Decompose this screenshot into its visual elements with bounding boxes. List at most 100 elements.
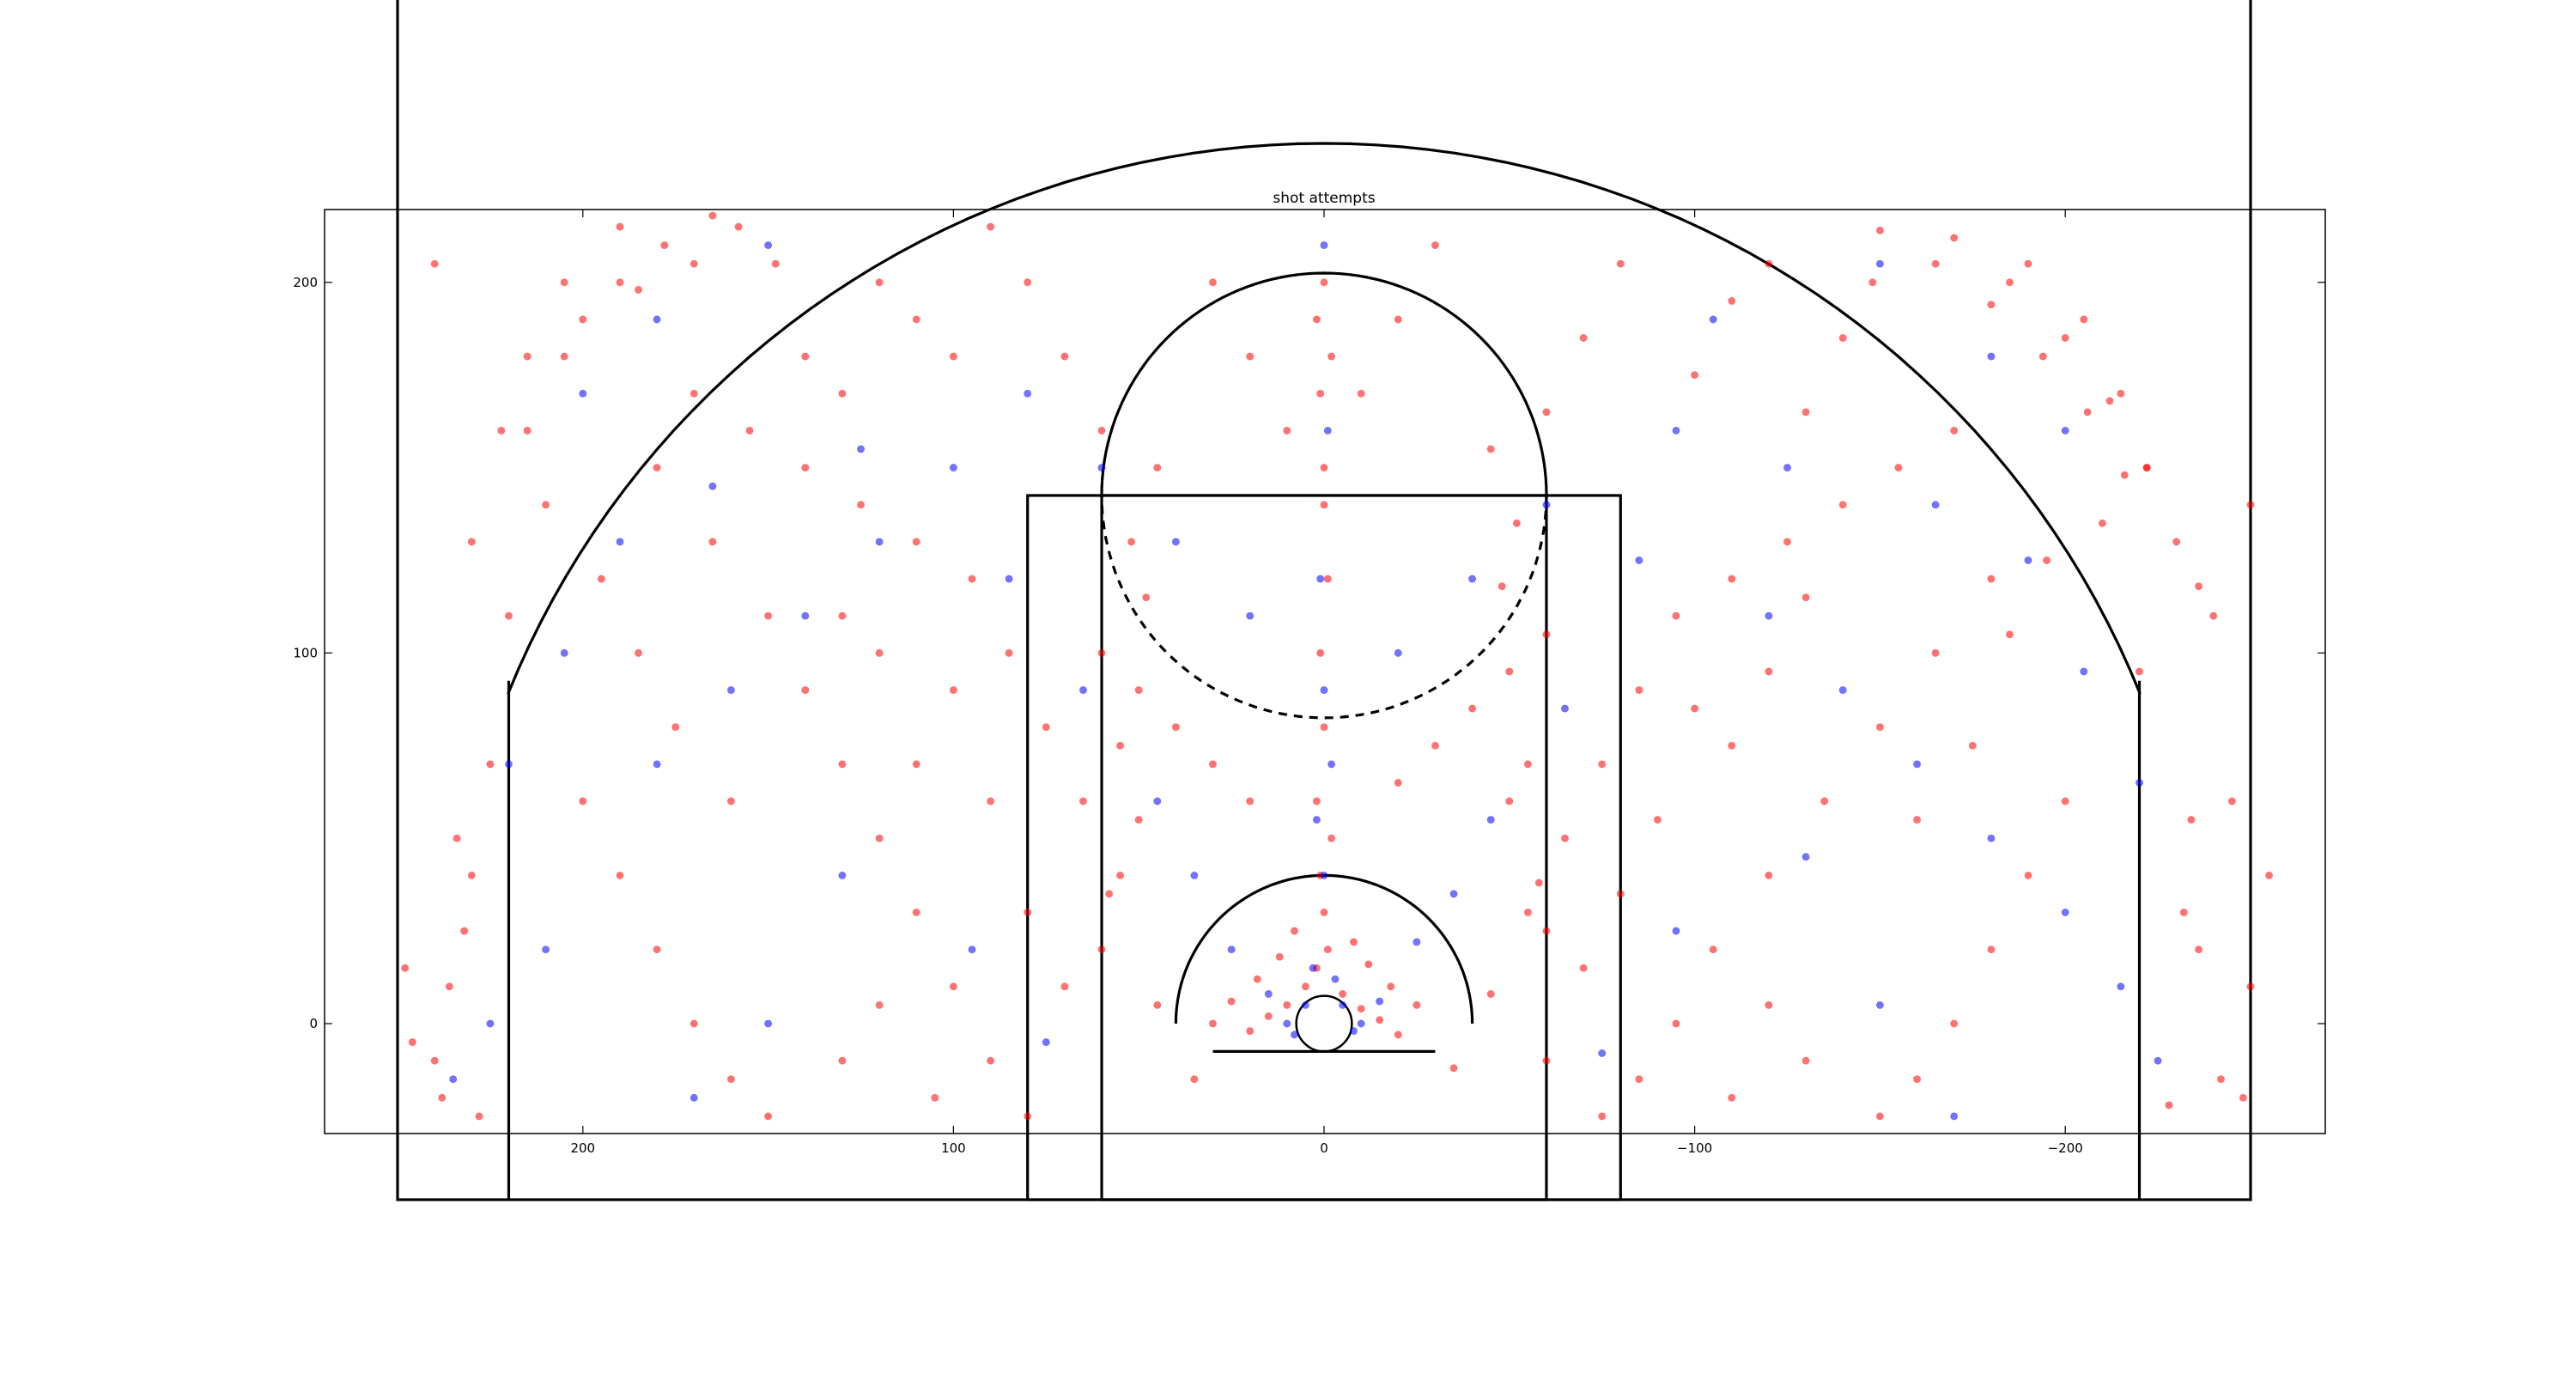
shot-point bbox=[523, 352, 532, 361]
shot-point bbox=[1246, 611, 1255, 620]
shot-point bbox=[1468, 704, 1477, 713]
shot-point bbox=[449, 1075, 458, 1084]
shot-point bbox=[1838, 333, 1847, 342]
shot-point bbox=[1042, 1038, 1050, 1047]
shot-point bbox=[1190, 1075, 1199, 1084]
shot-point bbox=[2246, 501, 2255, 509]
shot-point bbox=[1134, 686, 1143, 695]
shot-point bbox=[616, 222, 624, 231]
shot-point bbox=[1542, 927, 1551, 935]
shot-point bbox=[1171, 723, 1180, 732]
shot-point bbox=[1209, 760, 1218, 769]
shot-point bbox=[1709, 945, 1717, 954]
shot-point bbox=[1987, 834, 1996, 842]
shot-point bbox=[987, 797, 995, 806]
shot-point bbox=[1209, 278, 1218, 287]
shot-point bbox=[1505, 667, 1514, 676]
shot-point bbox=[1950, 426, 1959, 435]
shot-point bbox=[1783, 464, 1792, 472]
x-tick-label: −100 bbox=[1677, 1140, 1712, 1156]
x-tick-label: 0 bbox=[1320, 1140, 1328, 1156]
shot-point bbox=[653, 945, 661, 954]
shot-point bbox=[453, 834, 461, 842]
shot-point bbox=[2080, 315, 2088, 324]
shot-point bbox=[875, 1000, 884, 1009]
shot-point bbox=[1246, 352, 1255, 361]
shot-point bbox=[1024, 1112, 1032, 1121]
y-axis-ticks: 4003002001000 bbox=[293, 275, 2325, 1031]
shot-point bbox=[838, 389, 847, 398]
shot-point bbox=[1486, 816, 1495, 824]
shot-point bbox=[1653, 816, 1662, 824]
shot-point bbox=[1931, 501, 1940, 509]
shot-point bbox=[1523, 909, 1532, 917]
shot-point bbox=[1987, 301, 1996, 309]
shot-point bbox=[708, 538, 717, 546]
court-lines bbox=[396, 0, 2252, 1201]
shot-point bbox=[460, 927, 469, 935]
shot-point bbox=[912, 909, 920, 917]
shot-point bbox=[1523, 760, 1532, 769]
shot-point bbox=[2105, 397, 2114, 405]
shot-point bbox=[1079, 797, 1088, 806]
shot-point bbox=[690, 389, 698, 398]
shot-point bbox=[1875, 226, 1884, 234]
shot-point bbox=[1387, 982, 1395, 991]
shot-point bbox=[2142, 464, 2151, 472]
shot-point bbox=[1079, 686, 1088, 695]
shot-point bbox=[1542, 1056, 1551, 1065]
shot-point bbox=[949, 464, 957, 472]
shot-point bbox=[1134, 816, 1143, 824]
shot-point bbox=[1486, 990, 1495, 999]
outer-court-lines bbox=[396, 0, 2252, 1201]
shot-point bbox=[1950, 1019, 1959, 1028]
shot-point bbox=[1246, 797, 1255, 806]
shot-point bbox=[1413, 1000, 1421, 1009]
shot-point bbox=[430, 1056, 439, 1065]
shot-point bbox=[856, 445, 865, 453]
chart-title: shot attempts bbox=[1273, 190, 1375, 207]
shot-point bbox=[1542, 408, 1551, 416]
shot-point bbox=[1672, 1019, 1680, 1028]
shot-point bbox=[1171, 538, 1180, 546]
shot-point bbox=[1320, 723, 1328, 732]
shot-point bbox=[475, 1112, 483, 1121]
shot-point bbox=[1765, 259, 1773, 268]
shot-point bbox=[1227, 997, 1236, 1006]
shot-point bbox=[523, 426, 532, 435]
shot-point bbox=[1820, 797, 1829, 806]
shot-point bbox=[1024, 278, 1032, 287]
shot-point bbox=[2195, 582, 2203, 591]
shot-point bbox=[579, 797, 587, 806]
shot-point bbox=[1449, 890, 1458, 898]
shot-point bbox=[1691, 704, 1699, 713]
shot-point bbox=[1127, 538, 1136, 546]
shot-point bbox=[1364, 960, 1373, 969]
shot-point bbox=[912, 760, 920, 769]
shot-point bbox=[1838, 686, 1847, 695]
shot-point bbox=[801, 686, 810, 695]
shot-point bbox=[838, 871, 847, 879]
shot-point bbox=[1301, 1000, 1309, 1009]
outer-paint-box bbox=[1026, 494, 1622, 1201]
shot-point bbox=[875, 278, 884, 287]
shot-point bbox=[912, 315, 920, 324]
shot-point bbox=[987, 1056, 995, 1065]
shot-point bbox=[1616, 890, 1625, 898]
shot-point bbox=[1801, 853, 1810, 861]
shot-point bbox=[1765, 611, 1773, 620]
shot-point bbox=[745, 426, 754, 435]
shot-point bbox=[1227, 945, 1236, 954]
shot-point bbox=[579, 389, 587, 398]
shot-point bbox=[801, 352, 810, 361]
shot-point bbox=[1320, 278, 1328, 287]
shot-point bbox=[660, 241, 669, 250]
shot-point bbox=[1005, 575, 1013, 583]
shot-point bbox=[1350, 938, 1358, 946]
shot-point bbox=[2083, 408, 2092, 416]
shot-point bbox=[1765, 667, 1773, 676]
shot-point bbox=[2024, 259, 2032, 268]
shot-point bbox=[2024, 871, 2032, 879]
shot-point bbox=[1801, 1056, 1810, 1065]
shot-point bbox=[560, 648, 568, 657]
